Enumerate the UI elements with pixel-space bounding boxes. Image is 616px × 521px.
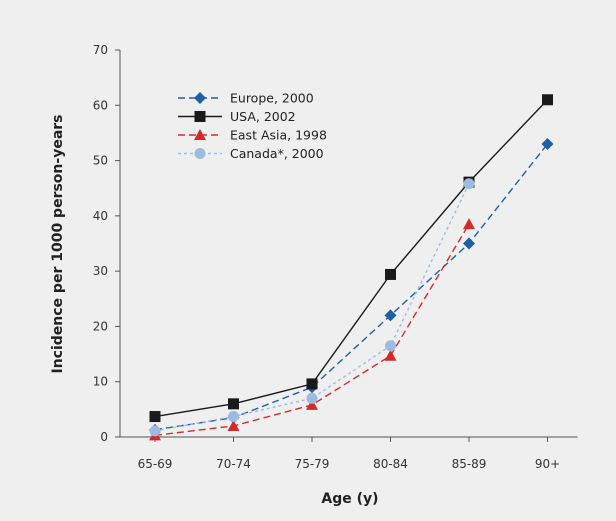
series-2	[149, 94, 553, 423]
data-point	[384, 309, 397, 322]
data-point	[463, 178, 475, 190]
series-line	[154, 99, 549, 418]
data-point	[541, 137, 554, 150]
data-point	[385, 340, 396, 352]
y-axis-ticks: 0 10 20 30 40 50 60 70	[93, 43, 120, 444]
data-point	[306, 392, 318, 404]
series-layer	[149, 94, 554, 441]
y-tick-label: 60	[93, 98, 108, 112]
data-point	[385, 268, 396, 280]
x-tick-label: 80-84	[373, 457, 408, 471]
y-tick-label: 0	[100, 430, 108, 444]
legend-label: USA, 2002	[230, 109, 296, 124]
x-tick-label: 90+	[535, 457, 560, 471]
x-tick-label: 75-79	[295, 457, 330, 471]
series-4	[149, 178, 475, 437]
x-tick-label: 70-74	[216, 457, 251, 471]
data-point	[228, 411, 239, 423]
x-axis-title: Age (y)	[321, 491, 378, 507]
x-axis-ticks: 65-69 70-74 75-79 80-84 85-89 90+	[138, 437, 560, 471]
series-3	[149, 218, 475, 441]
data-point	[227, 419, 240, 431]
data-point	[306, 378, 318, 390]
y-tick-label: 50	[93, 154, 108, 168]
series-line	[154, 183, 470, 432]
legend-item: USA, 2002	[178, 109, 296, 124]
data-point	[542, 94, 553, 106]
data-point	[463, 237, 475, 250]
legend: Europe, 2000 USA, 2002 East Asia, 1998 Cana…	[178, 91, 327, 161]
y-tick-label: 10	[93, 375, 108, 389]
legend-label: Europe, 2000	[230, 91, 314, 106]
legend-item: Europe, 2000	[178, 91, 314, 106]
data-point	[228, 398, 239, 410]
legend-label: East Asia, 1998	[230, 128, 327, 143]
x-tick-label: 65-69	[138, 457, 173, 471]
legend-swatch-marker	[194, 92, 206, 104]
y-tick-label: 30	[93, 264, 108, 278]
data-point	[306, 398, 318, 410]
data-point	[463, 218, 475, 230]
axes	[119, 50, 578, 438]
data-point	[149, 411, 161, 423]
legend-label: Canada*, 2000	[230, 146, 324, 161]
series-line	[154, 143, 549, 431]
legend-item: East Asia, 1998	[178, 128, 327, 143]
legend-item: Canada*, 2000	[178, 146, 324, 161]
series-1	[149, 137, 554, 436]
y-tick-label: 40	[93, 209, 108, 223]
x-tick-label: 85-89	[452, 457, 487, 471]
data-point	[149, 425, 161, 437]
legend-swatch-marker	[194, 148, 206, 159]
legend-swatch-marker	[194, 129, 206, 140]
legend-swatch-marker	[194, 111, 206, 122]
y-tick-label: 70	[93, 43, 108, 57]
y-tick-label: 20	[93, 319, 108, 333]
y-axis-title: Incidence per 1000 person-years	[50, 114, 66, 373]
data-point	[384, 349, 397, 361]
